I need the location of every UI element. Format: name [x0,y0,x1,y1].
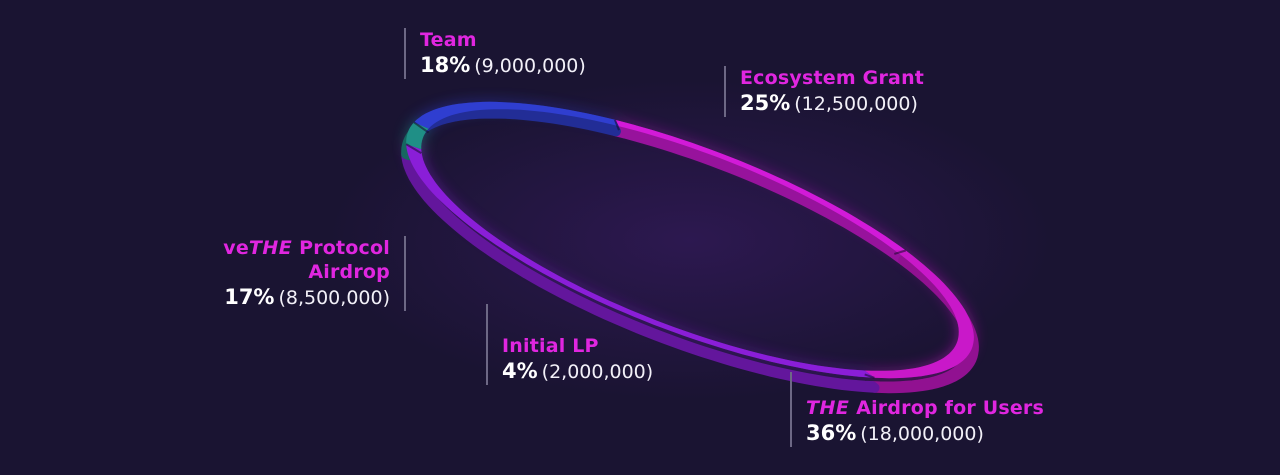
vethe-category: Protocol [299,237,390,259]
ecosystem-percent: 25% [740,91,791,115]
airdrop-users-percent: 36% [806,421,857,445]
label-the-airdrop-for-users: THE Airdrop for Users 36% (18,000,000) [790,372,1044,447]
team-amount: (9,000,000) [474,55,586,77]
ring-side-team [610,124,911,266]
label-ecosystem-grant: Ecosystem Grant 25% (12,500,000) [724,66,924,117]
team-percent: 18% [420,53,471,77]
initial-lp-amount: (2,000,000) [541,361,654,383]
vethe-amount: (8,500,000) [278,287,390,309]
vethe-percent: 17% [224,285,275,309]
initial-lp-percent: 4% [502,359,538,383]
ring-slice-ecosystem-grant [864,250,974,379]
ring-slice-team [615,119,906,251]
vethe-category-line2: Airdrop [308,261,390,283]
ring-slice-protocol [413,101,619,129]
initial-lp-category: Initial LP [502,335,599,357]
ring-divider-ecosystem-grant [864,373,875,379]
label-initial-lp: Initial LP 4% (2,000,000) [486,304,653,385]
vethe-prefix: ve [223,237,249,259]
label-vethe-protocol-airdrop: veTHE Protocol Airdrop 17% (8,500,000) [190,236,406,311]
team-category: Team [420,29,477,51]
airdrop-users-brand: THE [806,397,850,419]
vethe-brand: THE [248,237,293,259]
ecosystem-amount: (12,500,000) [794,93,918,115]
airdrop-users-category: Airdrop for Users [856,397,1045,419]
ring-divider-team [894,249,907,255]
ecosystem-category: Ecosystem Grant [740,67,925,89]
ring-divider-protocol [614,119,620,131]
ring-divider-airdrop-for-users [405,143,422,155]
label-team: Team 18% (9,000,000) [404,28,586,79]
ring-side-protocol [408,106,621,139]
airdrop-users-amount: (18,000,000) [860,423,984,445]
ring-divider-initial-lp [413,121,430,134]
